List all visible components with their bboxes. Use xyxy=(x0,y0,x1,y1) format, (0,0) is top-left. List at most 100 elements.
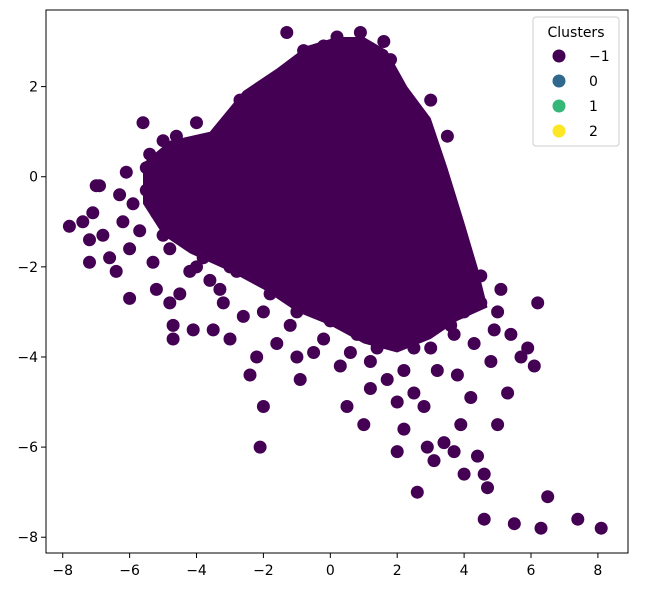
y-tick-label: 2 xyxy=(29,80,38,96)
data-point xyxy=(527,359,541,373)
data-point xyxy=(420,440,434,454)
data-point xyxy=(190,116,203,130)
x-tick-label: −4 xyxy=(186,563,207,579)
data-point xyxy=(307,346,321,359)
x-tick-label: 8 xyxy=(593,563,602,579)
data-point xyxy=(270,337,284,350)
data-point xyxy=(437,436,451,450)
data-point xyxy=(340,400,354,413)
data-point xyxy=(377,35,391,48)
data-point xyxy=(477,467,491,481)
data-point xyxy=(343,346,357,359)
data-point xyxy=(380,373,394,386)
data-point xyxy=(190,260,203,274)
legend-label: 1 xyxy=(589,99,598,115)
points-layer xyxy=(62,26,608,535)
data-point xyxy=(166,332,180,346)
legend-box xyxy=(532,16,620,147)
y-axis: −8 −6 −4 −2 0 2 xyxy=(17,80,46,546)
data-point xyxy=(501,386,515,400)
data-point xyxy=(521,341,535,355)
data-point xyxy=(216,296,230,310)
data-point xyxy=(491,418,505,432)
x-tick-label: −6 xyxy=(119,563,140,579)
data-point xyxy=(534,521,548,535)
data-point xyxy=(86,206,100,220)
data-point xyxy=(397,364,411,377)
data-point xyxy=(119,165,133,179)
data-point xyxy=(290,350,304,364)
data-point xyxy=(424,341,438,355)
data-point xyxy=(163,242,177,256)
data-point xyxy=(166,318,180,332)
data-point xyxy=(407,386,421,400)
data-point xyxy=(113,188,127,202)
data-point xyxy=(353,26,367,39)
data-point xyxy=(594,521,608,535)
data-point xyxy=(256,400,270,413)
data-point xyxy=(357,418,371,432)
data-point xyxy=(163,296,177,310)
data-point xyxy=(109,264,123,278)
data-point xyxy=(280,26,294,39)
data-point xyxy=(484,355,498,368)
data-point xyxy=(514,350,528,364)
data-point xyxy=(116,215,130,229)
data-point xyxy=(450,368,464,382)
data-point xyxy=(83,233,96,247)
data-point xyxy=(293,373,307,386)
data-point xyxy=(487,323,501,337)
y-tick-label: −2 xyxy=(17,260,38,276)
x-tick-label: −8 xyxy=(52,563,73,579)
legend-marker xyxy=(552,99,566,113)
data-point xyxy=(250,350,264,364)
data-point xyxy=(531,296,545,310)
data-point xyxy=(76,215,90,229)
legend-marker xyxy=(552,49,566,63)
data-point xyxy=(390,445,404,459)
data-point xyxy=(457,467,471,481)
data-point xyxy=(471,449,484,463)
data-point xyxy=(410,485,424,499)
data-point xyxy=(440,129,454,143)
data-point xyxy=(213,282,227,296)
data-point xyxy=(149,282,163,296)
legend-marker xyxy=(552,124,566,138)
data-point xyxy=(173,287,187,301)
x-tick-label: −2 xyxy=(253,563,274,579)
data-point xyxy=(93,179,106,193)
data-point xyxy=(363,355,377,368)
data-point xyxy=(447,445,461,459)
legend-marker xyxy=(552,74,566,88)
data-point xyxy=(243,368,257,382)
data-point xyxy=(491,305,505,319)
y-tick-label: −4 xyxy=(17,350,38,366)
legend-title: Clusters xyxy=(548,25,605,41)
data-point xyxy=(223,332,237,346)
legend-label: 2 xyxy=(589,124,598,140)
plot-frame xyxy=(45,9,629,554)
data-point xyxy=(430,364,444,377)
data-point xyxy=(363,382,377,395)
data-point xyxy=(427,454,441,468)
data-point xyxy=(206,323,220,337)
data-point xyxy=(123,242,137,256)
x-tick-label: 0 xyxy=(326,563,335,579)
data-point xyxy=(133,224,147,238)
data-point xyxy=(417,400,431,413)
dense-point-cloud xyxy=(143,37,488,353)
data-point xyxy=(126,197,140,211)
data-point xyxy=(424,93,438,107)
data-point xyxy=(253,440,267,454)
data-point xyxy=(203,273,217,287)
legend-label: 0 xyxy=(589,74,598,90)
legend: Clusters −1 0 1 2 xyxy=(532,16,620,147)
data-point xyxy=(397,422,411,436)
data-point xyxy=(454,418,468,432)
data-point xyxy=(464,391,478,404)
data-point xyxy=(283,318,297,332)
data-point xyxy=(236,309,250,323)
data-point xyxy=(256,305,270,319)
legend-label: −1 xyxy=(589,49,610,65)
